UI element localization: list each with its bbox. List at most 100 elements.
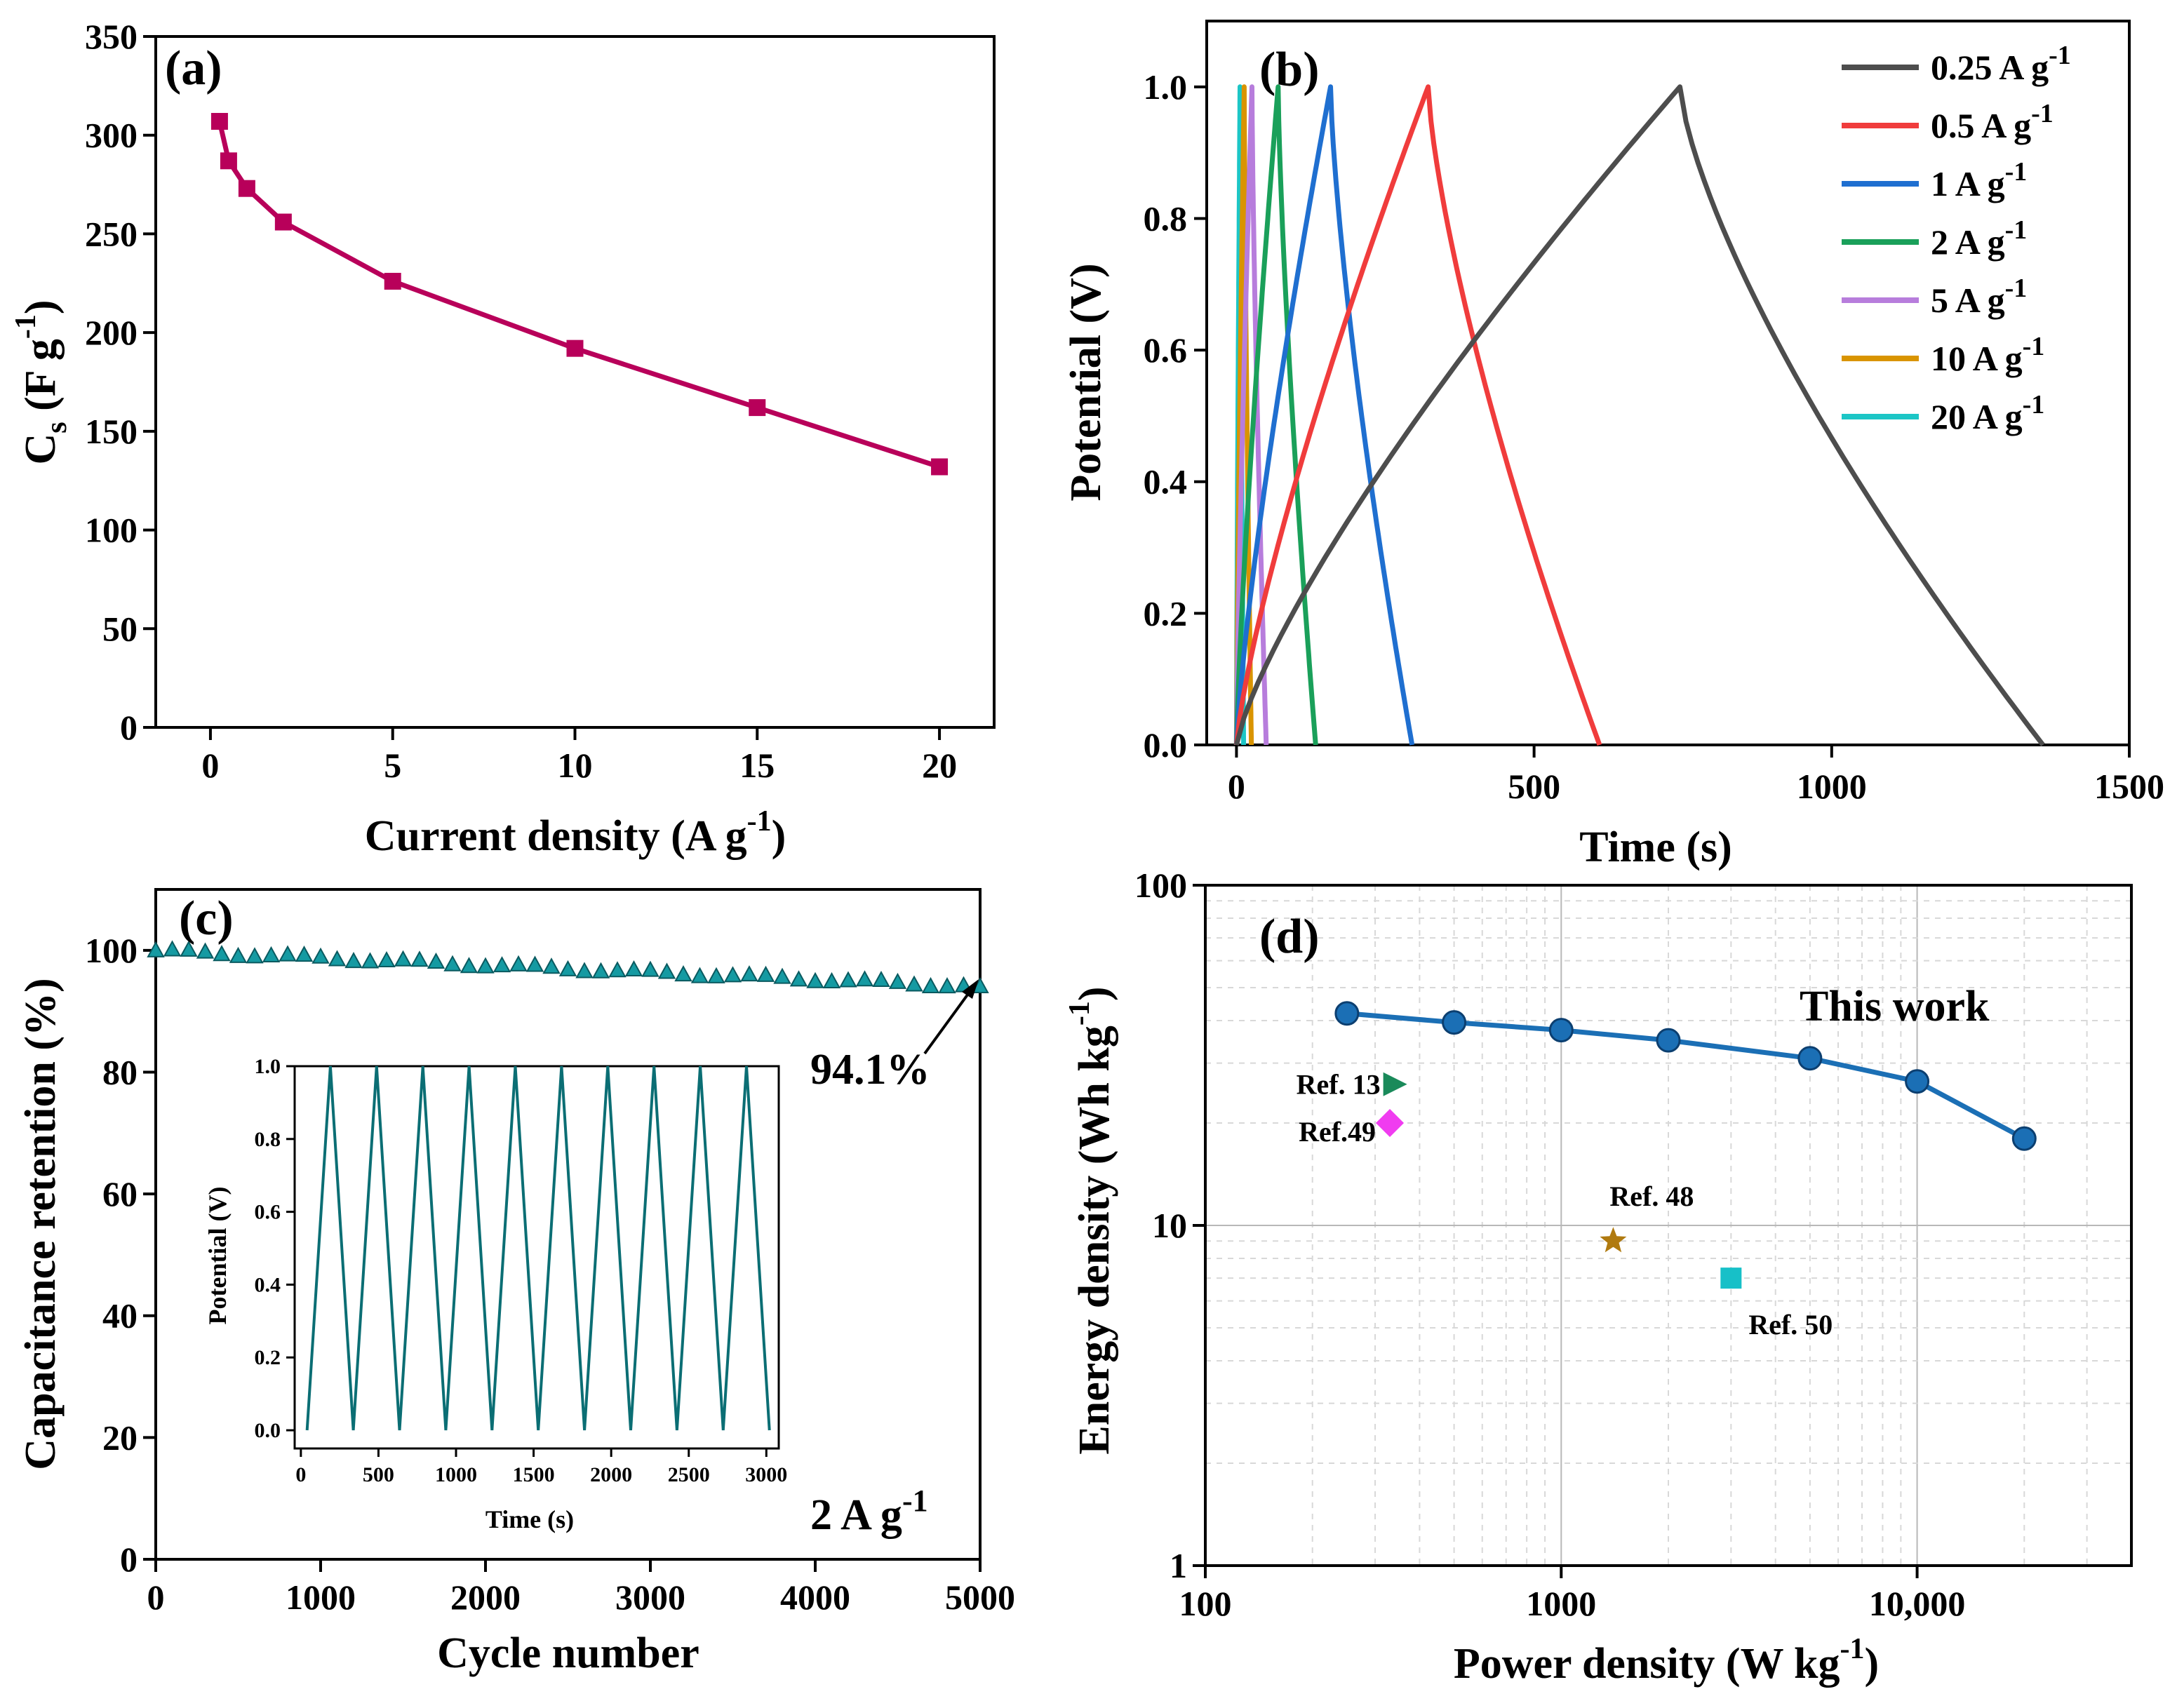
this-work-point <box>2011 1126 2037 1151</box>
x-tick-label: 10,000 <box>1869 1584 1966 1623</box>
y-tick-label: 0.6 <box>1144 330 1188 370</box>
data-point <box>707 967 725 983</box>
panel-a-label: (a) <box>165 41 222 95</box>
inset-xlabel: Time (s) <box>485 1505 574 1533</box>
panel-d-xlabel: Power density (W kg-1) <box>1454 1633 1879 1688</box>
data-point <box>147 941 165 957</box>
data-point <box>229 946 248 963</box>
legend-label: 5 A g-1 <box>1931 274 2027 320</box>
data-point <box>542 957 561 974</box>
x-tick-label: 10 <box>558 746 593 785</box>
x-tick-label: 100 <box>1179 1584 1232 1623</box>
data-point <box>344 952 363 969</box>
ref-label: Ref. 48 <box>1609 1181 1694 1212</box>
y-tick-label: 300 <box>85 116 138 155</box>
x-tick-label: 20 <box>922 746 957 785</box>
x-tick-label: 3000 <box>615 1578 685 1617</box>
data-point <box>566 339 584 357</box>
panel-d-marks: Ref. 13 Ref.49 Ref. 48 Ref. 50 <box>1297 1001 2037 1340</box>
data-point <box>443 955 462 971</box>
inset-x-tick-label: 2500 <box>668 1463 710 1486</box>
y-tick-label: 150 <box>85 412 138 451</box>
inset-x-tick-label: 1500 <box>513 1463 555 1486</box>
x-tick-label: 0 <box>201 746 219 785</box>
x-tick-label: 15 <box>739 746 775 785</box>
inset-x-tick-label: 2000 <box>590 1463 632 1486</box>
data-point <box>213 945 231 962</box>
y-tick-label: 10 <box>1152 1206 1187 1245</box>
data-point <box>921 976 940 993</box>
retention-annotation: 94.1% <box>810 1046 930 1094</box>
data-point <box>740 965 758 982</box>
x-tick-label: 1000 <box>1797 767 1867 806</box>
inset-x-tick-label: 0 <box>295 1463 306 1486</box>
panel-b-frame <box>1205 20 2131 746</box>
data-point <box>460 957 478 974</box>
inset-y-tick-label: 0.8 <box>255 1128 281 1151</box>
y-tick-label: 200 <box>85 313 138 352</box>
y-tick-label: 100 <box>85 511 138 550</box>
data-point <box>839 971 857 988</box>
y-tick-label: 1 <box>1170 1546 1187 1585</box>
y-tick-label: 60 <box>102 1174 138 1213</box>
this-work-point <box>1797 1046 1823 1071</box>
inset-y-tick-label: 0.6 <box>255 1201 281 1224</box>
series-line <box>1233 84 1269 746</box>
x-tick-label: 4000 <box>780 1578 850 1617</box>
panel-b-label: (b) <box>1259 43 1320 97</box>
ref-label: Ref.49 <box>1299 1116 1376 1148</box>
data-point <box>822 971 841 988</box>
y-tick-label: 0.0 <box>1144 725 1188 765</box>
y-tick-label: 100 <box>85 931 138 970</box>
y-tick-label: 100 <box>1134 866 1187 905</box>
data-point <box>509 955 528 971</box>
data-point <box>210 113 228 130</box>
current-density-label: 2 A g-1 <box>810 1484 928 1539</box>
x-tick-label: 5000 <box>945 1578 1015 1617</box>
data-point <box>938 977 956 994</box>
panel-d: 100 1000 10,000 1 10 100 Ref. 13 Ref.49 Ref. 48… <box>1064 866 2133 1688</box>
data-point <box>575 962 594 979</box>
series-line <box>217 121 941 469</box>
annotation-arrowhead <box>962 979 979 999</box>
panel-c-label: (c) <box>179 892 234 946</box>
x-tick-label: 1000 <box>1526 1584 1596 1623</box>
series-line <box>1233 84 1254 746</box>
data-point <box>806 971 824 988</box>
inset-y-tick-label: 0.0 <box>255 1419 281 1442</box>
x-tick-label: 1000 <box>286 1578 356 1617</box>
legend-label: 10 A g-1 <box>1931 332 2044 378</box>
data-point <box>394 950 413 967</box>
data-point <box>723 966 742 983</box>
this-work-point <box>1334 1001 1360 1026</box>
ref-49-marker <box>1376 1109 1405 1138</box>
data-point <box>476 957 495 974</box>
panel-b-ylabel: Potential (V) <box>1062 263 1110 501</box>
data-point <box>657 962 676 979</box>
y-tick-label: 350 <box>85 17 138 56</box>
inset-ylabel: Potential (V) <box>203 1187 232 1325</box>
data-point <box>163 940 182 957</box>
inset-ticks: 0 500 1000 1500 2000 2500 3000 0.0 0.2 0.4 0.6 0.8 1… <box>255 1055 788 1486</box>
this-work-label: This work <box>1800 983 1990 1030</box>
data-point <box>427 952 446 969</box>
data-point <box>749 399 766 417</box>
y-tick-label: 1.0 <box>1144 67 1188 107</box>
data-point <box>855 970 874 987</box>
data-point <box>905 975 923 992</box>
data-point <box>274 213 292 231</box>
y-tick-label: 80 <box>102 1052 138 1091</box>
inset-x-tick-label: 500 <box>363 1463 394 1486</box>
panel-a-xlabel: Current density (A g-1) <box>365 805 786 860</box>
ref-label: Ref. 13 <box>1297 1069 1381 1101</box>
panel-d-ticks: 100 1000 10,000 1 10 100 <box>1134 866 1965 1623</box>
data-point <box>196 942 215 959</box>
this-work-point <box>1905 1069 1930 1094</box>
y-tick-label: 0 <box>120 1540 138 1579</box>
panel-b: 0 500 1000 1500 0.0 0.2 0.4 0.6 0.8 1.0 0.25 A g-… <box>1062 20 2164 871</box>
x-tick-label: 1500 <box>2094 767 2164 806</box>
data-point <box>328 950 347 967</box>
